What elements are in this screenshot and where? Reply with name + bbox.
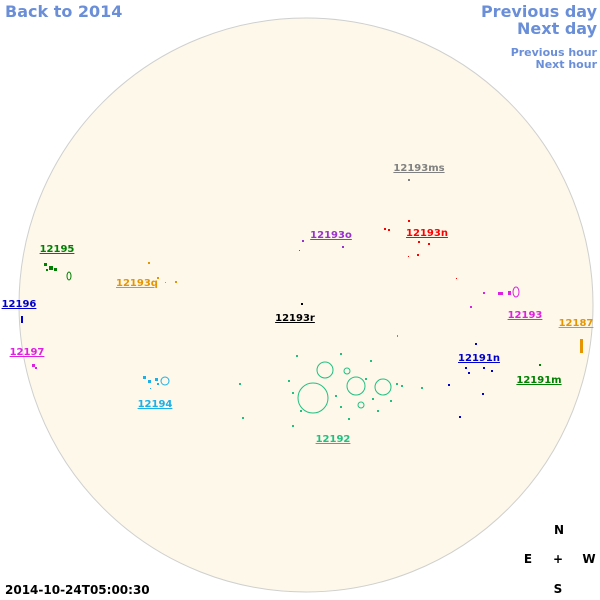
region-label[interactable]: 12191n — [458, 353, 500, 364]
previous-day-link[interactable]: Previous day — [481, 2, 598, 21]
previous-hour-link[interactable]: Previous hour — [511, 46, 598, 59]
back-link[interactable]: Back to 2014 — [5, 2, 122, 21]
region-label[interactable]: 12192 — [316, 434, 351, 445]
compass-west: W — [582, 552, 595, 566]
compass-south: S — [554, 582, 563, 596]
region-label[interactable]: 12191m — [516, 375, 561, 386]
region-label[interactable]: 12193r — [275, 313, 315, 324]
spots — [384, 220, 457, 279]
timestamp: 2014-10-24T05:00:30 — [5, 583, 150, 597]
region-label[interactable]: 12193 — [508, 310, 543, 321]
spots — [299, 240, 344, 251]
spots — [580, 339, 583, 353]
next-hour-link[interactable]: Next hour — [536, 58, 598, 71]
compass-east: E — [524, 552, 532, 566]
spots — [239, 335, 423, 427]
spots — [448, 343, 493, 418]
spots — [44, 263, 72, 281]
spots — [301, 303, 303, 305]
spots — [143, 376, 170, 389]
region-label[interactable]: 12193o — [310, 230, 352, 241]
next-day-link[interactable]: Next day — [517, 19, 598, 38]
compass-center: + — [553, 552, 563, 566]
spots — [32, 364, 37, 369]
region-label[interactable]: 12195 — [40, 244, 75, 255]
spots — [470, 286, 520, 308]
solar-disk — [18, 17, 594, 593]
spots — [148, 262, 177, 283]
region-label[interactable]: 12194 — [138, 399, 173, 410]
spots — [21, 316, 23, 323]
region-label[interactable]: 12197 — [10, 347, 45, 358]
compass-north: N — [554, 523, 564, 537]
region-label[interactable]: 12193n — [406, 228, 448, 239]
region-label[interactable]: 12196 — [2, 299, 37, 310]
region-label[interactable]: 12193q — [116, 278, 158, 289]
region-label[interactable]: 12193ms — [393, 163, 444, 174]
spots — [539, 364, 541, 366]
region-label[interactable]: 12187 — [559, 318, 594, 329]
spots — [408, 179, 410, 181]
